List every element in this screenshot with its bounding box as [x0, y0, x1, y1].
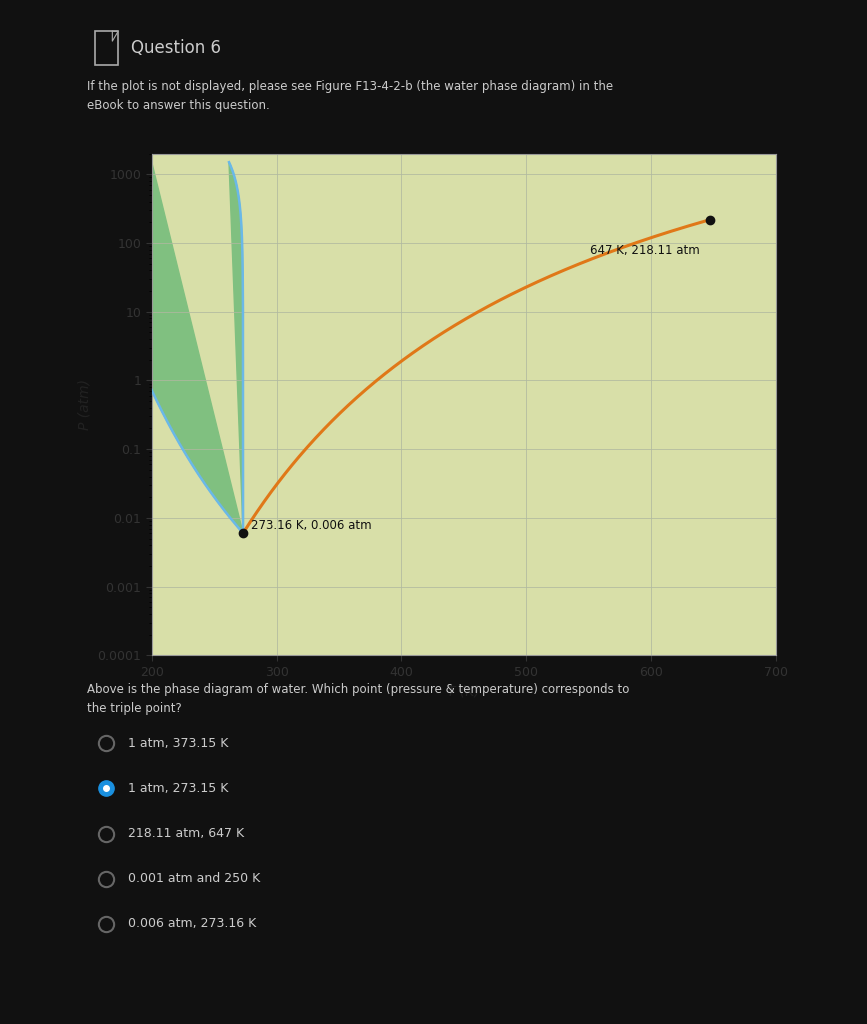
Text: 273.16 K, 0.006 atm: 273.16 K, 0.006 atm	[251, 519, 371, 531]
Text: If the plot is not displayed, please see Figure F13-4-2-b (the water phase diagr: If the plot is not displayed, please see…	[87, 80, 613, 112]
Text: Above is the phase diagram of water. Which point (pressure & temperature) corres: Above is the phase diagram of water. Whi…	[87, 683, 629, 715]
Text: 218.11 atm, 647 K: 218.11 atm, 647 K	[128, 827, 244, 840]
Y-axis label: P (atm): P (atm)	[78, 379, 92, 430]
Text: 1 atm, 273.15 K: 1 atm, 273.15 K	[128, 782, 229, 795]
Text: Question 6: Question 6	[131, 39, 221, 56]
Text: 0.006 atm, 273.16 K: 0.006 atm, 273.16 K	[128, 918, 257, 930]
Polygon shape	[146, 162, 243, 534]
Text: 647 K, 218.11 atm: 647 K, 218.11 atm	[590, 244, 700, 257]
Text: 0.001 atm and 250 K: 0.001 atm and 250 K	[128, 872, 261, 885]
Text: 1 atm, 373.15 K: 1 atm, 373.15 K	[128, 737, 229, 750]
X-axis label: T (K): T (K)	[447, 684, 480, 698]
